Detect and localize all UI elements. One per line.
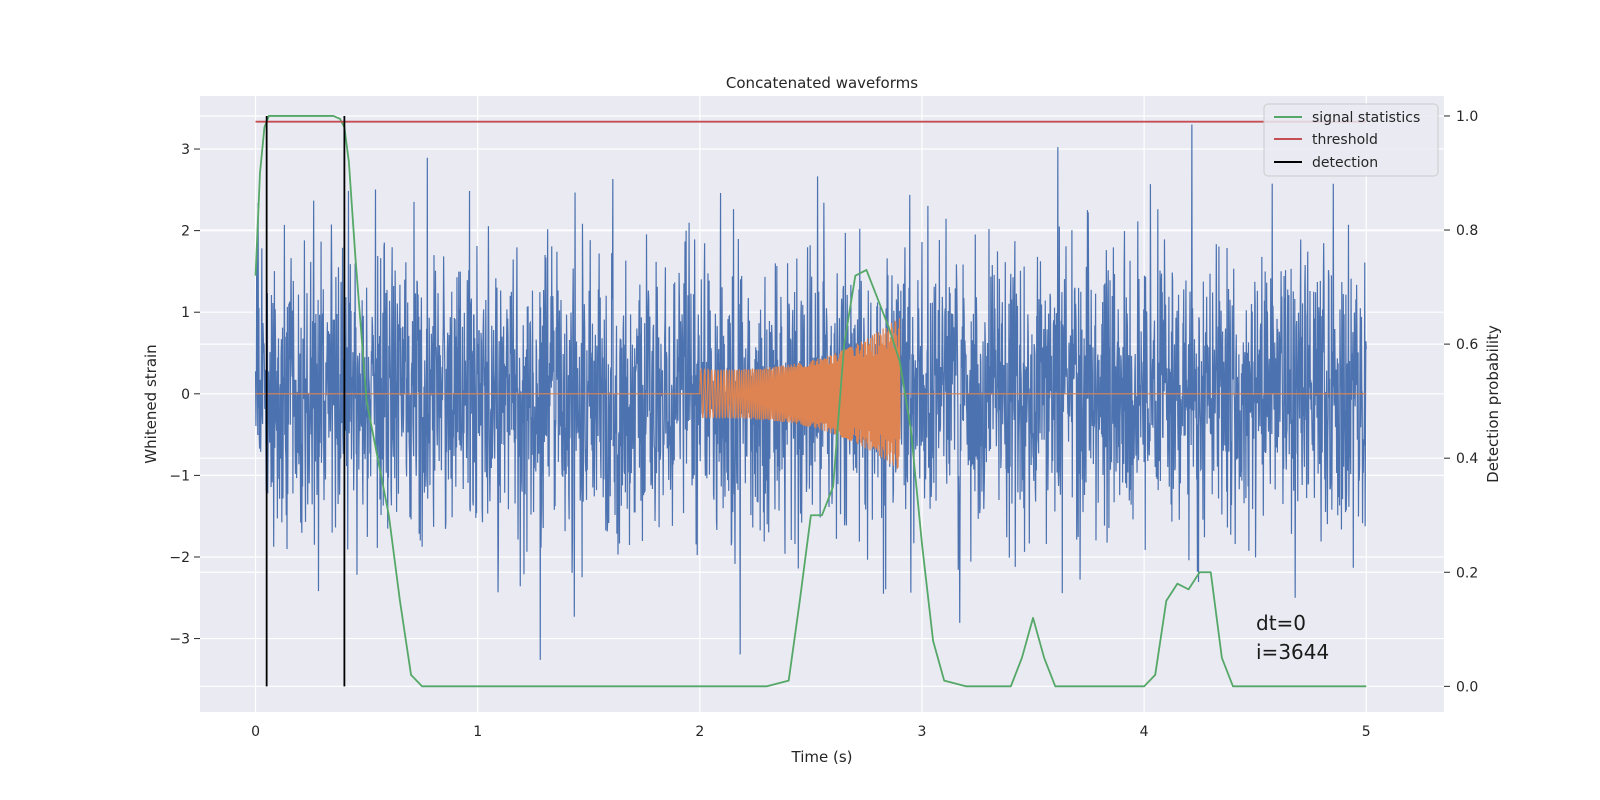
x-axis-label: Time (s)	[791, 748, 853, 766]
series-layer	[254, 115, 1367, 688]
legend-label-signal-statistics: signal statistics	[1312, 110, 1420, 126]
y-left-tick-label: 3	[181, 142, 190, 158]
y-left-tick-label: 2	[181, 224, 190, 240]
x-tick-label: 3	[918, 724, 927, 740]
chart-title: Concatenated waveforms	[726, 74, 918, 92]
y-left-tick-label: −1	[169, 468, 190, 484]
x-tick-label: 2	[695, 724, 704, 740]
legend-label-detection: detection	[1312, 155, 1378, 171]
y-right-tick-label: 0.6	[1456, 337, 1478, 353]
y-left-tick-label: −2	[169, 550, 190, 566]
series-clip-group	[254, 115, 1367, 688]
legend-box	[1263, 103, 1439, 177]
legend: signal statistics threshold detection	[1263, 103, 1439, 177]
y-right-tick-label: 1.0	[1456, 109, 1478, 125]
y-right-tick-label: 0.2	[1456, 565, 1478, 581]
annotation-dt: dt=0	[1256, 611, 1306, 635]
x-tick-label: 4	[1140, 724, 1149, 740]
y-axis-label-left: Whitened strain	[142, 344, 160, 463]
y-left-tick-label: 0	[181, 387, 190, 403]
series-whitened-strain	[254, 124, 1367, 660]
axes-layer: 0 1 2 3 4 5 −3 −2 −1 0 1 2 3 0.0 0.2 0.4 0.6 0.8 1.0	[169, 109, 1478, 740]
x-tick-label: 0	[251, 724, 260, 740]
x-tick-label: 5	[1362, 724, 1371, 740]
y-right-tick-label: 0.8	[1456, 223, 1478, 239]
series-signal-statistics	[254, 115, 1367, 688]
annotation-i: i=3644	[1256, 640, 1329, 664]
series-chirp-waveform	[255, 318, 1367, 469]
y-right-tick-label: 0.4	[1456, 451, 1478, 467]
x-tick-label: 1	[473, 724, 482, 740]
legend-label-threshold: threshold	[1312, 132, 1378, 148]
y-right-tick-label: 0.0	[1456, 679, 1478, 695]
y-left-tick-label: −3	[169, 632, 190, 648]
y-left-tick-label: 1	[181, 305, 190, 321]
y-axis-label-right: Detection probability	[1484, 325, 1502, 483]
